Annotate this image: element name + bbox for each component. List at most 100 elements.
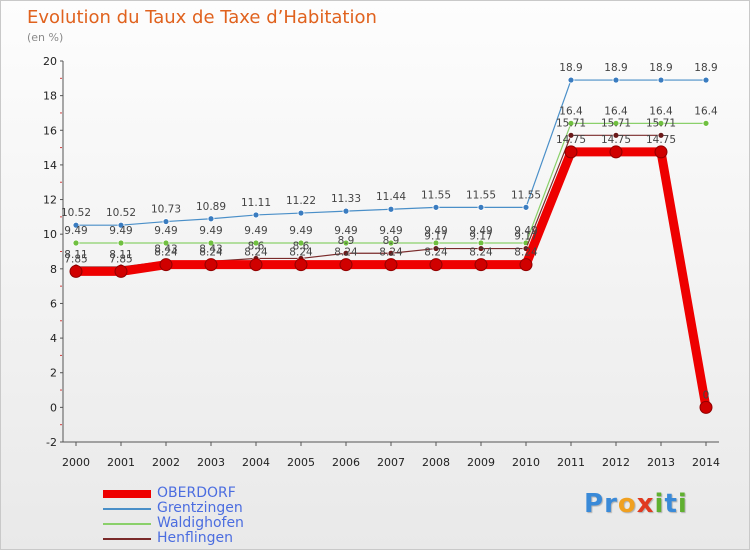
- data-point-waldighofen: [567, 119, 575, 127]
- logo-letter: t: [664, 489, 678, 519]
- x-tick-label: 2007: [377, 456, 405, 469]
- data-label-grentzingen: 18.9: [694, 62, 717, 74]
- data-point-oberdorf: [249, 258, 263, 272]
- data-label-oberdorf: 14.75: [556, 134, 586, 146]
- data-point-waldighofen: [162, 239, 170, 247]
- y-tick-label: 16: [43, 124, 57, 137]
- chart-unit: (en %): [27, 31, 64, 44]
- data-label-oberdorf: 8.24: [154, 247, 178, 259]
- data-point-grentzingen: [387, 205, 395, 213]
- data-point-henflingen: [567, 131, 575, 139]
- data-point-grentzingen: [342, 207, 350, 215]
- logo-letter: i: [677, 489, 688, 519]
- x-tick-label: 2014: [692, 456, 720, 469]
- data-label-waldighofen: 9.49: [64, 225, 87, 237]
- data-point-oberdorf: [699, 400, 713, 414]
- data-point-waldighofen: [252, 239, 260, 247]
- data-point-grentzingen: [207, 215, 215, 223]
- data-point-waldighofen: [612, 119, 620, 127]
- y-tick-label: 8: [50, 263, 57, 276]
- data-point-waldighofen: [297, 239, 305, 247]
- data-label-grentzingen: 11.44: [376, 191, 406, 203]
- data-point-grentzingen: [72, 221, 80, 229]
- data-label-grentzingen: 18.9: [559, 62, 582, 74]
- data-point-grentzingen: [432, 203, 440, 211]
- x-tick-label: 2012: [602, 456, 630, 469]
- data-label-waldighofen: 9.49: [199, 225, 222, 237]
- data-point-waldighofen: [207, 239, 215, 247]
- data-label-waldighofen: 9.49: [469, 225, 492, 237]
- data-label-oberdorf: 8.24: [424, 247, 448, 259]
- data-label-grentzingen: 11.11: [241, 197, 271, 209]
- data-point-oberdorf: [159, 258, 173, 272]
- data-label-henflingen: 8.6: [248, 240, 265, 252]
- data-point-oberdorf: [429, 258, 443, 272]
- data-label-henflingen: 9.17: [514, 231, 537, 243]
- data-point-grentzingen: [477, 203, 485, 211]
- y-tick-label: 18: [43, 90, 57, 103]
- x-tick-label: 2011: [557, 456, 585, 469]
- data-label-grentzingen: 11.55: [466, 189, 496, 201]
- y-tick-label: 4: [50, 332, 57, 345]
- data-point-waldighofen: [387, 239, 395, 247]
- data-label-waldighofen: 16.4: [694, 105, 718, 117]
- x-tick-label: 2002: [152, 456, 180, 469]
- y-tick-label: 12: [43, 194, 57, 207]
- data-point-grentzingen: [612, 76, 620, 84]
- data-point-henflingen: [612, 131, 620, 139]
- proxiti-logo: Proxiti: [584, 489, 688, 519]
- data-point-henflingen: [657, 131, 665, 139]
- data-label-grentzingen: 11.55: [511, 189, 541, 201]
- x-tick-label: 2003: [197, 456, 225, 469]
- data-label-oberdorf: 14.75: [646, 134, 676, 146]
- data-point-oberdorf: [564, 145, 578, 159]
- data-label-oberdorf: 8.24: [334, 247, 358, 259]
- data-label-henflingen: 15.71: [646, 117, 676, 129]
- data-label-grentzingen: 11.55: [421, 189, 451, 201]
- data-label-grentzingen: 10.73: [151, 204, 181, 216]
- data-label-henflingen: 9.17: [424, 231, 447, 243]
- data-label-henflingen: 8.43: [154, 243, 177, 255]
- data-label-waldighofen: 16.4: [559, 105, 583, 117]
- x-tick-label: 2001: [107, 456, 135, 469]
- data-label-waldighofen: 9.49: [424, 225, 447, 237]
- data-label-henflingen: 8.6: [293, 240, 310, 252]
- y-tick-label: 0: [50, 401, 57, 414]
- y-tick-label: 6: [50, 297, 57, 310]
- x-tick-label: 2013: [647, 456, 675, 469]
- x-tick-label: 2010: [512, 456, 540, 469]
- x-tick-label: 2008: [422, 456, 450, 469]
- data-label-grentzingen: 10.89: [196, 201, 226, 213]
- data-label-grentzingen: 18.9: [604, 62, 627, 74]
- data-label-henflingen: 8.11: [64, 249, 87, 261]
- data-point-oberdorf: [294, 258, 308, 272]
- data-label-oberdorf: 8.24: [469, 247, 493, 259]
- data-label-grentzingen: 10.52: [61, 207, 91, 219]
- legend-label: OBERDORF: [157, 485, 236, 501]
- data-label-grentzingen: 11.22: [286, 195, 316, 207]
- data-point-grentzingen: [657, 76, 665, 84]
- legend-swatch: [103, 538, 151, 540]
- legend-label: Henflingen: [157, 530, 233, 546]
- data-point-waldighofen: [342, 239, 350, 247]
- data-label-waldighofen: 9.49: [289, 225, 312, 237]
- series-line-oberdorf: [71, 147, 711, 412]
- data-point-henflingen: [477, 245, 485, 252]
- data-label-henflingen: 8.43: [199, 243, 222, 255]
- legend-swatch: [103, 523, 151, 525]
- data-point-henflingen: [432, 245, 440, 252]
- data-label-oberdorf: 7.85: [64, 253, 87, 265]
- data-point-grentzingen: [567, 76, 575, 84]
- data-point-henflingen: [342, 249, 350, 257]
- data-point-grentzingen: [117, 221, 125, 229]
- data-label-oberdorf: 8.24: [244, 247, 268, 259]
- data-label-oberdorf: 8.24: [199, 247, 223, 259]
- data-point-oberdorf: [654, 145, 668, 159]
- data-label-waldighofen: 9.49: [379, 225, 402, 237]
- data-point-oberdorf: [69, 264, 83, 278]
- data-point-oberdorf: [519, 258, 533, 272]
- data-label-henflingen: 8.9: [383, 235, 400, 247]
- y-tick-label: 20: [43, 55, 57, 68]
